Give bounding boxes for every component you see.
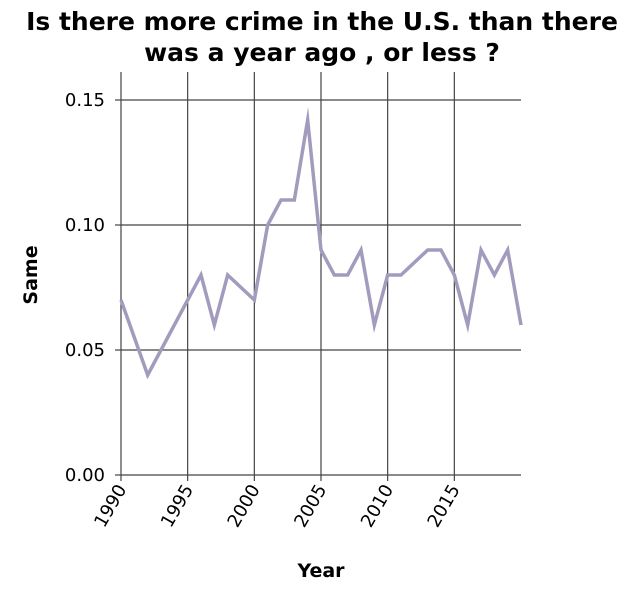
series-line: [119, 106, 523, 380]
series-layer: [119, 106, 523, 380]
chart-title-line-2: was a year ago , or less ?: [144, 38, 500, 67]
gridlines: [120, 72, 521, 476]
y-tick-label: 0.00: [65, 465, 105, 486]
x-tick-label: 2005: [290, 481, 331, 531]
x-tick-label: 2010: [357, 481, 398, 531]
x-tick-label: 1995: [157, 481, 198, 531]
x-axis-label: Year: [296, 560, 345, 582]
y-tick-label: 0.05: [65, 340, 105, 361]
x-tick-label: 2015: [424, 481, 465, 531]
y-tick-label: 0.10: [65, 215, 105, 236]
y-axis-label: Same: [20, 245, 42, 304]
y-tick-label: 0.15: [65, 90, 105, 111]
x-tick-label: 2000: [224, 481, 265, 531]
chart-title-line-1: Is there more crime in the U.S. than the…: [26, 7, 618, 36]
x-tick-label: 1990: [90, 481, 131, 531]
